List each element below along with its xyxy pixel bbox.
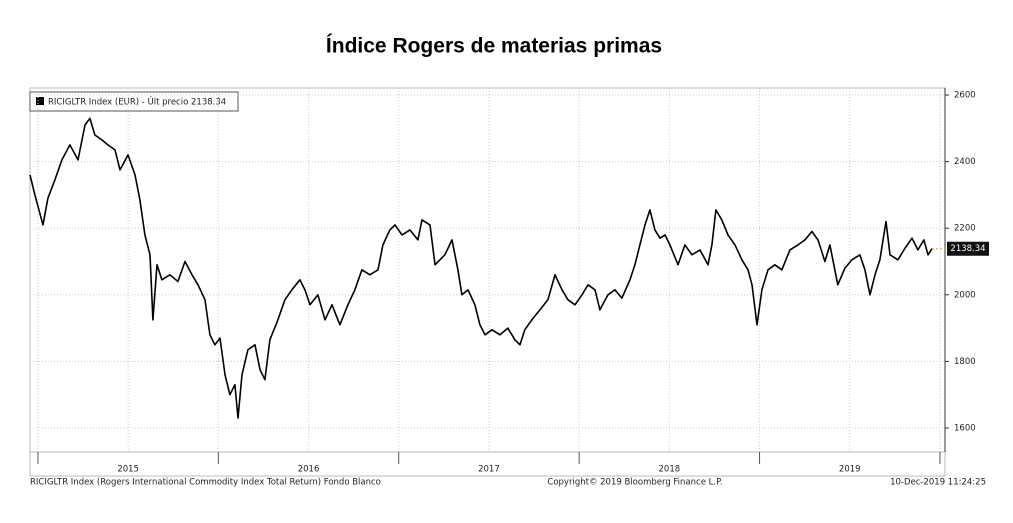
x-tick-label: 2015 — [117, 465, 139, 475]
x-tick-label: 2016 — [298, 465, 320, 475]
last-price-label: 2138.34 — [950, 244, 985, 254]
footer-center: Copyright© 2019 Bloomberg Finance L.P. — [547, 478, 722, 488]
last-price-box — [947, 241, 989, 256]
y-tick-label: 2200 — [954, 224, 976, 234]
chart-title: Índice Rogers de materias primas — [326, 35, 662, 58]
y-tick-label: 1800 — [954, 357, 976, 367]
legend-text: RICIGLTR Index (EUR) - Últ precio 2138.3… — [48, 96, 226, 108]
legend-swatch — [36, 97, 44, 105]
footer-right: 10-Dec-2019 11:24:25 — [890, 478, 986, 488]
series-line — [29, 117, 933, 419]
x-tick-label: 2019 — [839, 465, 861, 475]
legend — [29, 91, 239, 112]
y-tick-label: 2400 — [954, 157, 976, 167]
y-tick-label: 1600 — [954, 424, 976, 434]
x-tick-label: 2017 — [478, 465, 500, 475]
footer-left: RICIGLTR Index (Rogers International Com… — [30, 478, 381, 488]
y-tick-label: 2000 — [954, 290, 976, 300]
plot-area — [29, 87, 946, 453]
x-tick-label: 2018 — [659, 465, 681, 475]
y-tick-label: 2600 — [954, 90, 976, 100]
x-axis-band — [29, 451, 946, 477]
